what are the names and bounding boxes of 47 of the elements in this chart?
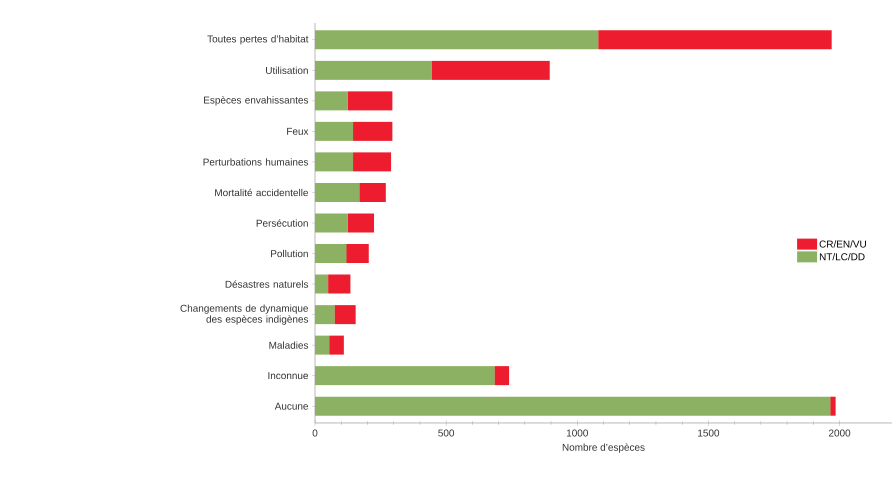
bar (830, 396, 836, 416)
bar (315, 182, 360, 202)
y-tick-label: Pollution (271, 250, 308, 258)
bar (315, 91, 348, 110)
x-tick-label: 500 (438, 430, 454, 437)
bar (348, 213, 374, 232)
bar (348, 91, 392, 110)
bar (315, 305, 335, 324)
y-tick-label: Maladies (269, 341, 308, 349)
bar (494, 366, 510, 386)
bar (329, 336, 344, 355)
x-tick-label: 1000 (566, 430, 588, 437)
bar (353, 152, 392, 172)
y-tick-label: Changements de dynamique des espèces indigènes (180, 304, 308, 325)
bar (432, 60, 550, 80)
bar (315, 30, 598, 50)
y-tick-label: Toutes pertes d’habitat (207, 35, 308, 44)
bar (598, 30, 832, 50)
y-tick-label: Persécution (256, 219, 308, 227)
bar (315, 366, 495, 386)
bar (353, 122, 392, 141)
x-axis-title: Nombre d’espèces (562, 443, 645, 453)
y-tick-label: Espèces envahissantes (204, 96, 308, 106)
bar (315, 244, 346, 264)
y-tick-label: Utilisation (266, 66, 308, 74)
x-tick-label: 1500 (698, 430, 720, 437)
bar (315, 336, 330, 355)
bar (315, 274, 328, 294)
y-tick-label: Perturbations humaines (204, 158, 308, 166)
bar (315, 60, 432, 80)
bar (315, 122, 354, 141)
x-tick-label: 2000 (828, 430, 850, 437)
bar (315, 396, 830, 416)
y-tick-label: Inconnue (268, 372, 308, 380)
x-tick-label: 0 (312, 430, 318, 437)
y-tick-label: Mortalité accidentelle (215, 188, 308, 196)
bar (360, 182, 386, 202)
y-tick-label: Aucune (274, 402, 308, 410)
y-tick-label: Feux (287, 128, 308, 135)
bar (328, 274, 350, 294)
bar (346, 244, 369, 264)
bar (334, 305, 356, 324)
y-tick-label: Désastres naturels (226, 280, 308, 288)
legend-label: CR/EN/VU (820, 240, 866, 248)
bar (315, 213, 348, 232)
bar (315, 152, 354, 172)
legend-label: NT/LC/DD (820, 252, 865, 260)
